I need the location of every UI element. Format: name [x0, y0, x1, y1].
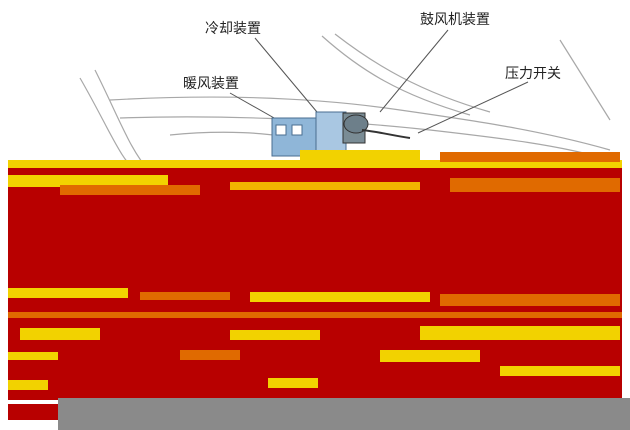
bottom-bar: [58, 398, 630, 430]
label-heater-unit: 暖风装置: [183, 76, 239, 92]
label-cooling-unit: 冷却装置: [205, 21, 261, 37]
hvac-module: [271, 111, 411, 157]
label-blower-unit: 鼓风机装置: [420, 12, 490, 28]
bottom-left-block: [8, 404, 58, 420]
corrupted-image-region: [8, 150, 622, 400]
car-body-outline: [79, 33, 611, 176]
label-pressure-switch: 压力开关: [505, 66, 561, 82]
